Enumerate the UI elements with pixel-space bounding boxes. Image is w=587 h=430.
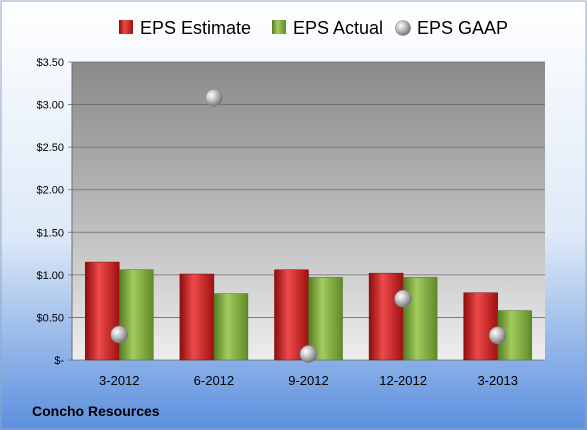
legend-swatch-eps-actual: [272, 20, 286, 34]
y-tick-label: $1.50: [36, 227, 64, 239]
point-eps-gaap: [110, 325, 129, 344]
bar-eps-estimate: [368, 272, 404, 361]
bar-eps-actual: [119, 269, 154, 361]
point-eps-gaap: [394, 289, 412, 308]
y-axis-ticks: $3.50 $3.00 $2.50 $2.00 $1.50 $1.00 $0.50 $-: [36, 57, 64, 367]
legend-label-eps-gaap: EPS GAAP: [417, 18, 508, 38]
y-tick-label: $2.50: [36, 142, 64, 154]
gaap-points: [110, 88, 507, 363]
bar-eps-estimate: [274, 269, 309, 361]
bar-eps-estimate: [463, 292, 498, 361]
bars: [85, 261, 532, 361]
company-name: Concho Resources: [32, 403, 160, 419]
x-tick-label: 9-2012: [288, 373, 328, 388]
point-eps-gaap: [205, 88, 223, 107]
x-tick-label: 3-2012: [99, 373, 139, 388]
legend-label-eps-estimate: EPS Estimate: [140, 18, 251, 38]
y-tick-label: $2.00: [36, 185, 64, 197]
legend: EPS Estimate EPS Actual EPS GAAP: [119, 18, 508, 38]
x-axis-ticks: 3-2012 6-2012 9-2012 12-2012 3-2013: [99, 373, 518, 388]
legend-swatch-eps-estimate: [119, 20, 133, 34]
y-tick-label: $0.50: [36, 312, 64, 324]
y-tick-label: $3.50: [36, 57, 64, 69]
bar-eps-estimate: [85, 261, 120, 361]
bar-eps-actual: [402, 277, 438, 361]
y-tick-label: $-: [54, 355, 64, 367]
x-tick-label: 12-2012: [379, 373, 427, 388]
x-tick-label: 3-2013: [477, 373, 517, 388]
y-tick-label: $1.00: [36, 270, 64, 282]
legend-swatch-eps-gaap: [395, 20, 411, 36]
point-eps-gaap: [488, 326, 507, 345]
x-tick-label: 6-2012: [194, 373, 234, 388]
y-tick-label: $3.00: [36, 100, 64, 112]
bar-eps-actual: [308, 277, 343, 361]
bar-eps-actual: [213, 293, 249, 361]
point-eps-gaap: [299, 345, 318, 363]
bar-eps-estimate: [179, 273, 215, 361]
legend-label-eps-actual: EPS Actual: [293, 18, 383, 38]
